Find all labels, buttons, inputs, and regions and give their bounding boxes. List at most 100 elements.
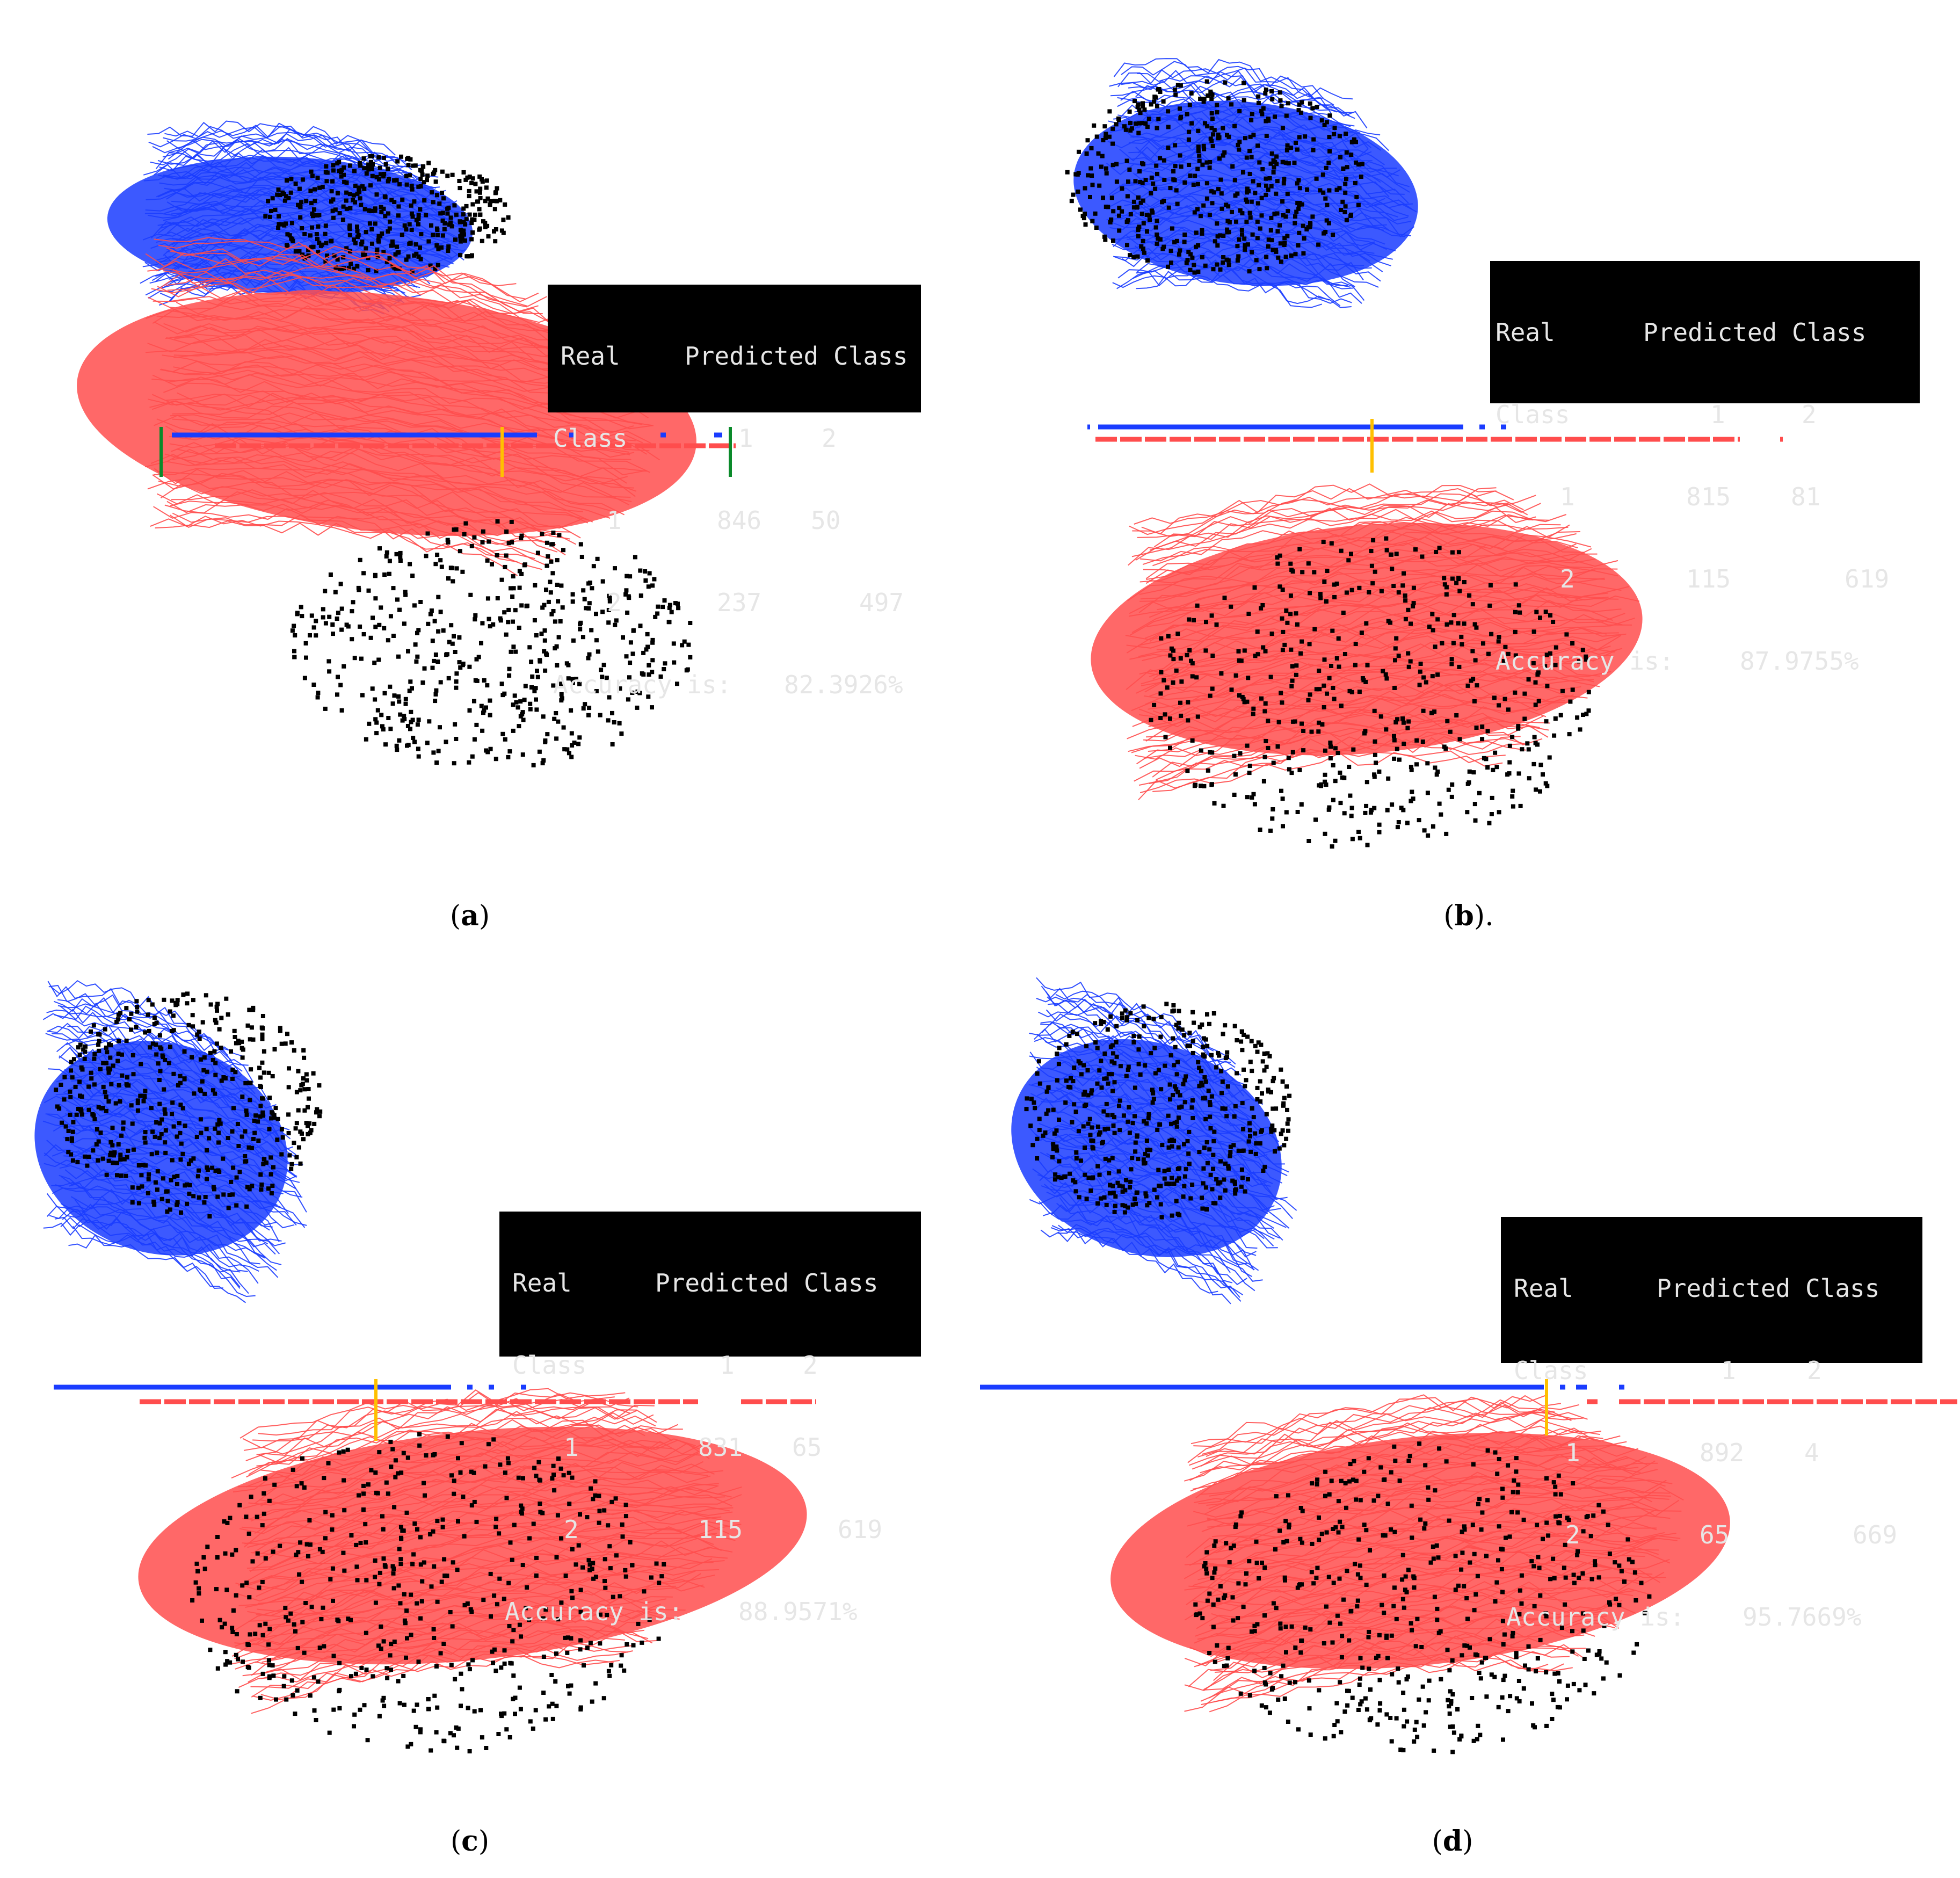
class1-bundle-point (170, 1100, 175, 1105)
class2-bundle-point (403, 592, 408, 597)
class2-bundle-point (410, 574, 415, 578)
class1-bundle-point (346, 266, 351, 271)
class2-bundle-point (398, 555, 403, 560)
class2-bundle-point (1442, 576, 1447, 581)
class2-bundle-point (420, 1579, 425, 1584)
class1-bundle-point (1275, 179, 1280, 184)
class1-bundle-line (168, 139, 421, 168)
class1-bundle-point (1208, 136, 1213, 141)
class1-bundle-point (1308, 115, 1313, 120)
cm-col1: 1 (1710, 400, 1725, 429)
class1-bundle-point (1074, 1150, 1079, 1155)
class1-bundle-point (1131, 205, 1136, 210)
class1-bundle-point (1205, 1043, 1210, 1048)
class1-bundle-point (1196, 144, 1201, 149)
class2-bundle-point (234, 1632, 239, 1636)
class2-bundle-point (509, 649, 513, 654)
class1-bundle-point (1196, 128, 1201, 133)
class2-bundle-point (458, 665, 463, 670)
class1-bundle-point (1043, 1130, 1048, 1135)
class1-bundle-point (190, 1013, 195, 1018)
class2-bundle-point (323, 589, 328, 593)
class1-bundle-point (256, 1139, 261, 1143)
class1-bundle-point (1143, 178, 1148, 182)
class1-bundle-point (1203, 1037, 1208, 1042)
class2-bundle-point (502, 1597, 506, 1601)
class2-bundle-point (488, 624, 492, 629)
class2-bundle-point (376, 657, 381, 662)
class1-bundle-point (312, 207, 316, 212)
class2-bundle-point (469, 1609, 474, 1614)
class1-bundle-point (1112, 1080, 1117, 1085)
class2-bundle-point (1243, 1582, 1248, 1587)
class1-bundle-point (386, 166, 390, 171)
class1-bundle-point (1209, 139, 1214, 143)
class1-bundle-point (1264, 176, 1268, 181)
class2-bundle-point (398, 550, 403, 555)
class2-bundle-point (409, 720, 413, 724)
class1-bundle-point (1209, 126, 1214, 130)
class2-bundle-point (1378, 714, 1383, 719)
class1-bundle-point (1046, 1086, 1051, 1090)
class2-bundle-point (1454, 713, 1459, 717)
class1-bundle-point (408, 173, 412, 178)
class2-bundle-point (1541, 772, 1545, 777)
class1-bundle-point (1117, 206, 1122, 211)
class2-bundle-point (1332, 697, 1337, 701)
class2-bundle-point (1245, 699, 1250, 704)
class1-bundle-point (438, 211, 443, 216)
class2-bundle-point (1334, 656, 1339, 661)
class1-bundle-point (97, 1039, 101, 1043)
class1-bundle-point (1190, 1050, 1195, 1055)
class2-bundle-point (1392, 1585, 1397, 1590)
class2-bundle-point (1496, 1558, 1500, 1563)
class1-bundle-point (190, 1055, 194, 1060)
caption-a: (a) (449, 900, 490, 932)
class2-bundle-point (570, 1596, 575, 1600)
class1-bundle-point (1091, 1175, 1095, 1180)
class2-bundle-point (1349, 806, 1354, 810)
class2-bundle-point (427, 719, 432, 724)
class1-bundle-point (1099, 1058, 1104, 1063)
class1-bundle-point (245, 1023, 250, 1028)
class1-bundle-point (1259, 195, 1264, 200)
class2-bundle-point (1409, 621, 1413, 626)
class1-bundle-point (1280, 1079, 1285, 1084)
class1-bundle-point (1226, 204, 1231, 209)
class1-bundle-point (1236, 142, 1240, 147)
class1-bundle-point (1310, 106, 1315, 111)
class2-bundle-point (1384, 1712, 1389, 1717)
class2-bundle-point (1619, 1569, 1624, 1574)
class1-bundle-point (1099, 1196, 1104, 1201)
class2-bundle-point (263, 1556, 268, 1561)
class2-bundle-point (1584, 654, 1588, 659)
class1-bundle-point (78, 1042, 83, 1047)
class1-bundle-point (1322, 231, 1326, 236)
class1-bundle-point (1138, 1072, 1143, 1077)
class1-bundle-point (179, 1210, 183, 1215)
class1-bundle-point (1209, 1094, 1214, 1099)
class1-bundle-point (1100, 154, 1105, 158)
class2-bundle-point (1381, 669, 1385, 673)
class2-bundle-point (565, 747, 570, 752)
class1-bundle-point (279, 222, 284, 227)
class1-bundle-point (149, 1152, 154, 1157)
class2-bundle-point (1363, 729, 1368, 734)
class1-bundle-point (218, 1121, 223, 1126)
class1-bundle-point (446, 205, 451, 210)
class2-bundle-point (331, 632, 335, 636)
class2-bundle-point (562, 747, 567, 752)
class2-bundle-point (386, 638, 390, 643)
class2-bundle-point (1426, 833, 1431, 838)
class2-bundle-point (197, 1586, 201, 1591)
class1-bundle-point (151, 1199, 156, 1204)
class2-bundle-point (591, 1576, 596, 1581)
class1-bundle-point (1198, 97, 1203, 101)
class1-bundle-point (1245, 186, 1250, 191)
class1-bundle-point (1051, 1142, 1056, 1147)
class1-bundle-point (1228, 1154, 1232, 1158)
class1-bundle-point (66, 1129, 71, 1133)
class2-bundle-point (1449, 657, 1454, 662)
class2-bundle-point (1417, 683, 1422, 687)
class1-bundle-point (127, 1017, 132, 1021)
